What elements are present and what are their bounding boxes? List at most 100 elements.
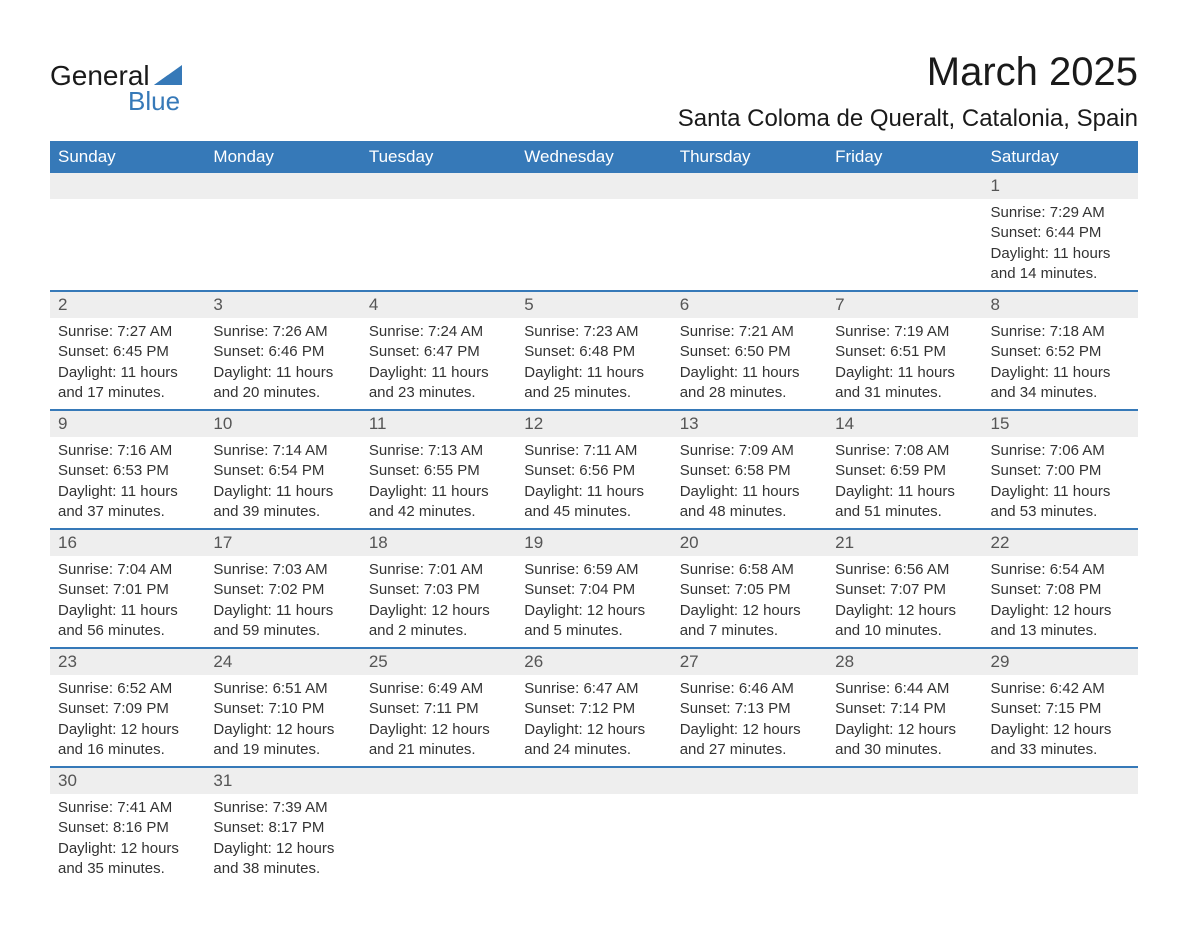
daylight-text-1: Daylight: 11 hours [991,482,1130,502]
day-cell: Sunrise: 7:41 AMSunset: 8:16 PMDaylight:… [50,794,205,885]
sunset-text: Sunset: 6:56 PM [524,461,663,481]
daylight-text-1: Daylight: 12 hours [680,601,819,621]
day-number: 20 [672,529,827,556]
sunset-text: Sunset: 6:59 PM [835,461,974,481]
day-cell: Sunrise: 7:29 AMSunset: 6:44 PMDaylight:… [983,199,1138,291]
week-number-row: 9101112131415 [50,410,1138,437]
daylight-text-2: and 28 minutes. [680,383,819,403]
day-number [516,173,671,199]
daylight-text-2: and 19 minutes. [213,740,352,760]
sunrise-text: Sunrise: 7:09 AM [680,441,819,461]
week-content-row: Sunrise: 7:04 AMSunset: 7:01 PMDaylight:… [50,556,1138,648]
day-number: 17 [205,529,360,556]
day-number: 29 [983,648,1138,675]
day-number: 22 [983,529,1138,556]
daylight-text-1: Daylight: 11 hours [991,244,1130,264]
daylight-text-2: and 51 minutes. [835,502,974,522]
sunrise-text: Sunrise: 7:11 AM [524,441,663,461]
day-number: 30 [50,767,205,794]
daylight-text-2: and 42 minutes. [369,502,508,522]
calendar-table: Sunday Monday Tuesday Wednesday Thursday… [50,141,1138,885]
day-number: 14 [827,410,982,437]
daylight-text-1: Daylight: 11 hours [524,363,663,383]
day-cell: Sunrise: 6:56 AMSunset: 7:07 PMDaylight:… [827,556,982,648]
day-cell: Sunrise: 6:52 AMSunset: 7:09 PMDaylight:… [50,675,205,767]
daylight-text-2: and 7 minutes. [680,621,819,641]
daylight-text-2: and 20 minutes. [213,383,352,403]
day-number: 18 [361,529,516,556]
day-cell [516,794,671,885]
sunrise-text: Sunrise: 7:19 AM [835,322,974,342]
week-content-row: Sunrise: 7:16 AMSunset: 6:53 PMDaylight:… [50,437,1138,529]
day-cell: Sunrise: 6:51 AMSunset: 7:10 PMDaylight:… [205,675,360,767]
week-content-row: Sunrise: 7:29 AMSunset: 6:44 PMDaylight:… [50,199,1138,291]
sunrise-text: Sunrise: 7:01 AM [369,560,508,580]
sunrise-text: Sunrise: 6:44 AM [835,679,974,699]
sunset-text: Sunset: 6:51 PM [835,342,974,362]
day-number: 28 [827,648,982,675]
daylight-text-2: and 23 minutes. [369,383,508,403]
sunset-text: Sunset: 7:09 PM [58,699,197,719]
day-cell: Sunrise: 6:54 AMSunset: 7:08 PMDaylight:… [983,556,1138,648]
daylight-text-2: and 59 minutes. [213,621,352,641]
day-number: 13 [672,410,827,437]
sunset-text: Sunset: 7:15 PM [991,699,1130,719]
daylight-text-1: Daylight: 12 hours [835,720,974,740]
logo-text-blue: Blue [128,86,180,117]
daylight-text-1: Daylight: 11 hours [58,363,197,383]
daylight-text-2: and 45 minutes. [524,502,663,522]
day-number [983,767,1138,794]
day-header-row: Sunday Monday Tuesday Wednesday Thursday… [50,141,1138,173]
logo: General Blue [50,60,182,117]
day-cell: Sunrise: 7:09 AMSunset: 6:58 PMDaylight:… [672,437,827,529]
daylight-text-1: Daylight: 11 hours [369,482,508,502]
sunset-text: Sunset: 6:50 PM [680,342,819,362]
day-number: 4 [361,291,516,318]
day-header: Thursday [672,141,827,173]
sunrise-text: Sunrise: 7:26 AM [213,322,352,342]
day-number: 24 [205,648,360,675]
daylight-text-1: Daylight: 12 hours [991,601,1130,621]
day-number: 23 [50,648,205,675]
week-number-row: 23242526272829 [50,648,1138,675]
day-cell: Sunrise: 7:26 AMSunset: 6:46 PMDaylight:… [205,318,360,410]
day-number: 16 [50,529,205,556]
daylight-text-1: Daylight: 11 hours [58,601,197,621]
day-cell: Sunrise: 6:47 AMSunset: 7:12 PMDaylight:… [516,675,671,767]
daylight-text-2: and 38 minutes. [213,859,352,879]
day-number [672,767,827,794]
day-number: 2 [50,291,205,318]
daylight-text-1: Daylight: 12 hours [213,720,352,740]
sunrise-text: Sunrise: 6:52 AM [58,679,197,699]
day-cell: Sunrise: 7:23 AMSunset: 6:48 PMDaylight:… [516,318,671,410]
week-number-row: 2345678 [50,291,1138,318]
daylight-text-1: Daylight: 11 hours [213,601,352,621]
sunset-text: Sunset: 7:04 PM [524,580,663,600]
day-cell: Sunrise: 6:44 AMSunset: 7:14 PMDaylight:… [827,675,982,767]
sunset-text: Sunset: 6:53 PM [58,461,197,481]
daylight-text-1: Daylight: 12 hours [680,720,819,740]
day-cell: Sunrise: 7:03 AMSunset: 7:02 PMDaylight:… [205,556,360,648]
day-cell: Sunrise: 7:08 AMSunset: 6:59 PMDaylight:… [827,437,982,529]
daylight-text-2: and 56 minutes. [58,621,197,641]
day-cell [983,794,1138,885]
daylight-text-1: Daylight: 12 hours [213,839,352,859]
daylight-text-1: Daylight: 12 hours [58,720,197,740]
week-content-row: Sunrise: 6:52 AMSunset: 7:09 PMDaylight:… [50,675,1138,767]
daylight-text-2: and 34 minutes. [991,383,1130,403]
day-number [827,767,982,794]
day-cell [827,794,982,885]
day-number: 10 [205,410,360,437]
day-number: 9 [50,410,205,437]
sunrise-text: Sunrise: 7:39 AM [213,798,352,818]
day-header: Friday [827,141,982,173]
sunrise-text: Sunrise: 6:46 AM [680,679,819,699]
week-content-row: Sunrise: 7:41 AMSunset: 8:16 PMDaylight:… [50,794,1138,885]
day-cell [50,199,205,291]
sunrise-text: Sunrise: 7:21 AM [680,322,819,342]
sunset-text: Sunset: 7:11 PM [369,699,508,719]
sunset-text: Sunset: 7:00 PM [991,461,1130,481]
daylight-text-2: and 17 minutes. [58,383,197,403]
sunset-text: Sunset: 7:07 PM [835,580,974,600]
day-number: 8 [983,291,1138,318]
